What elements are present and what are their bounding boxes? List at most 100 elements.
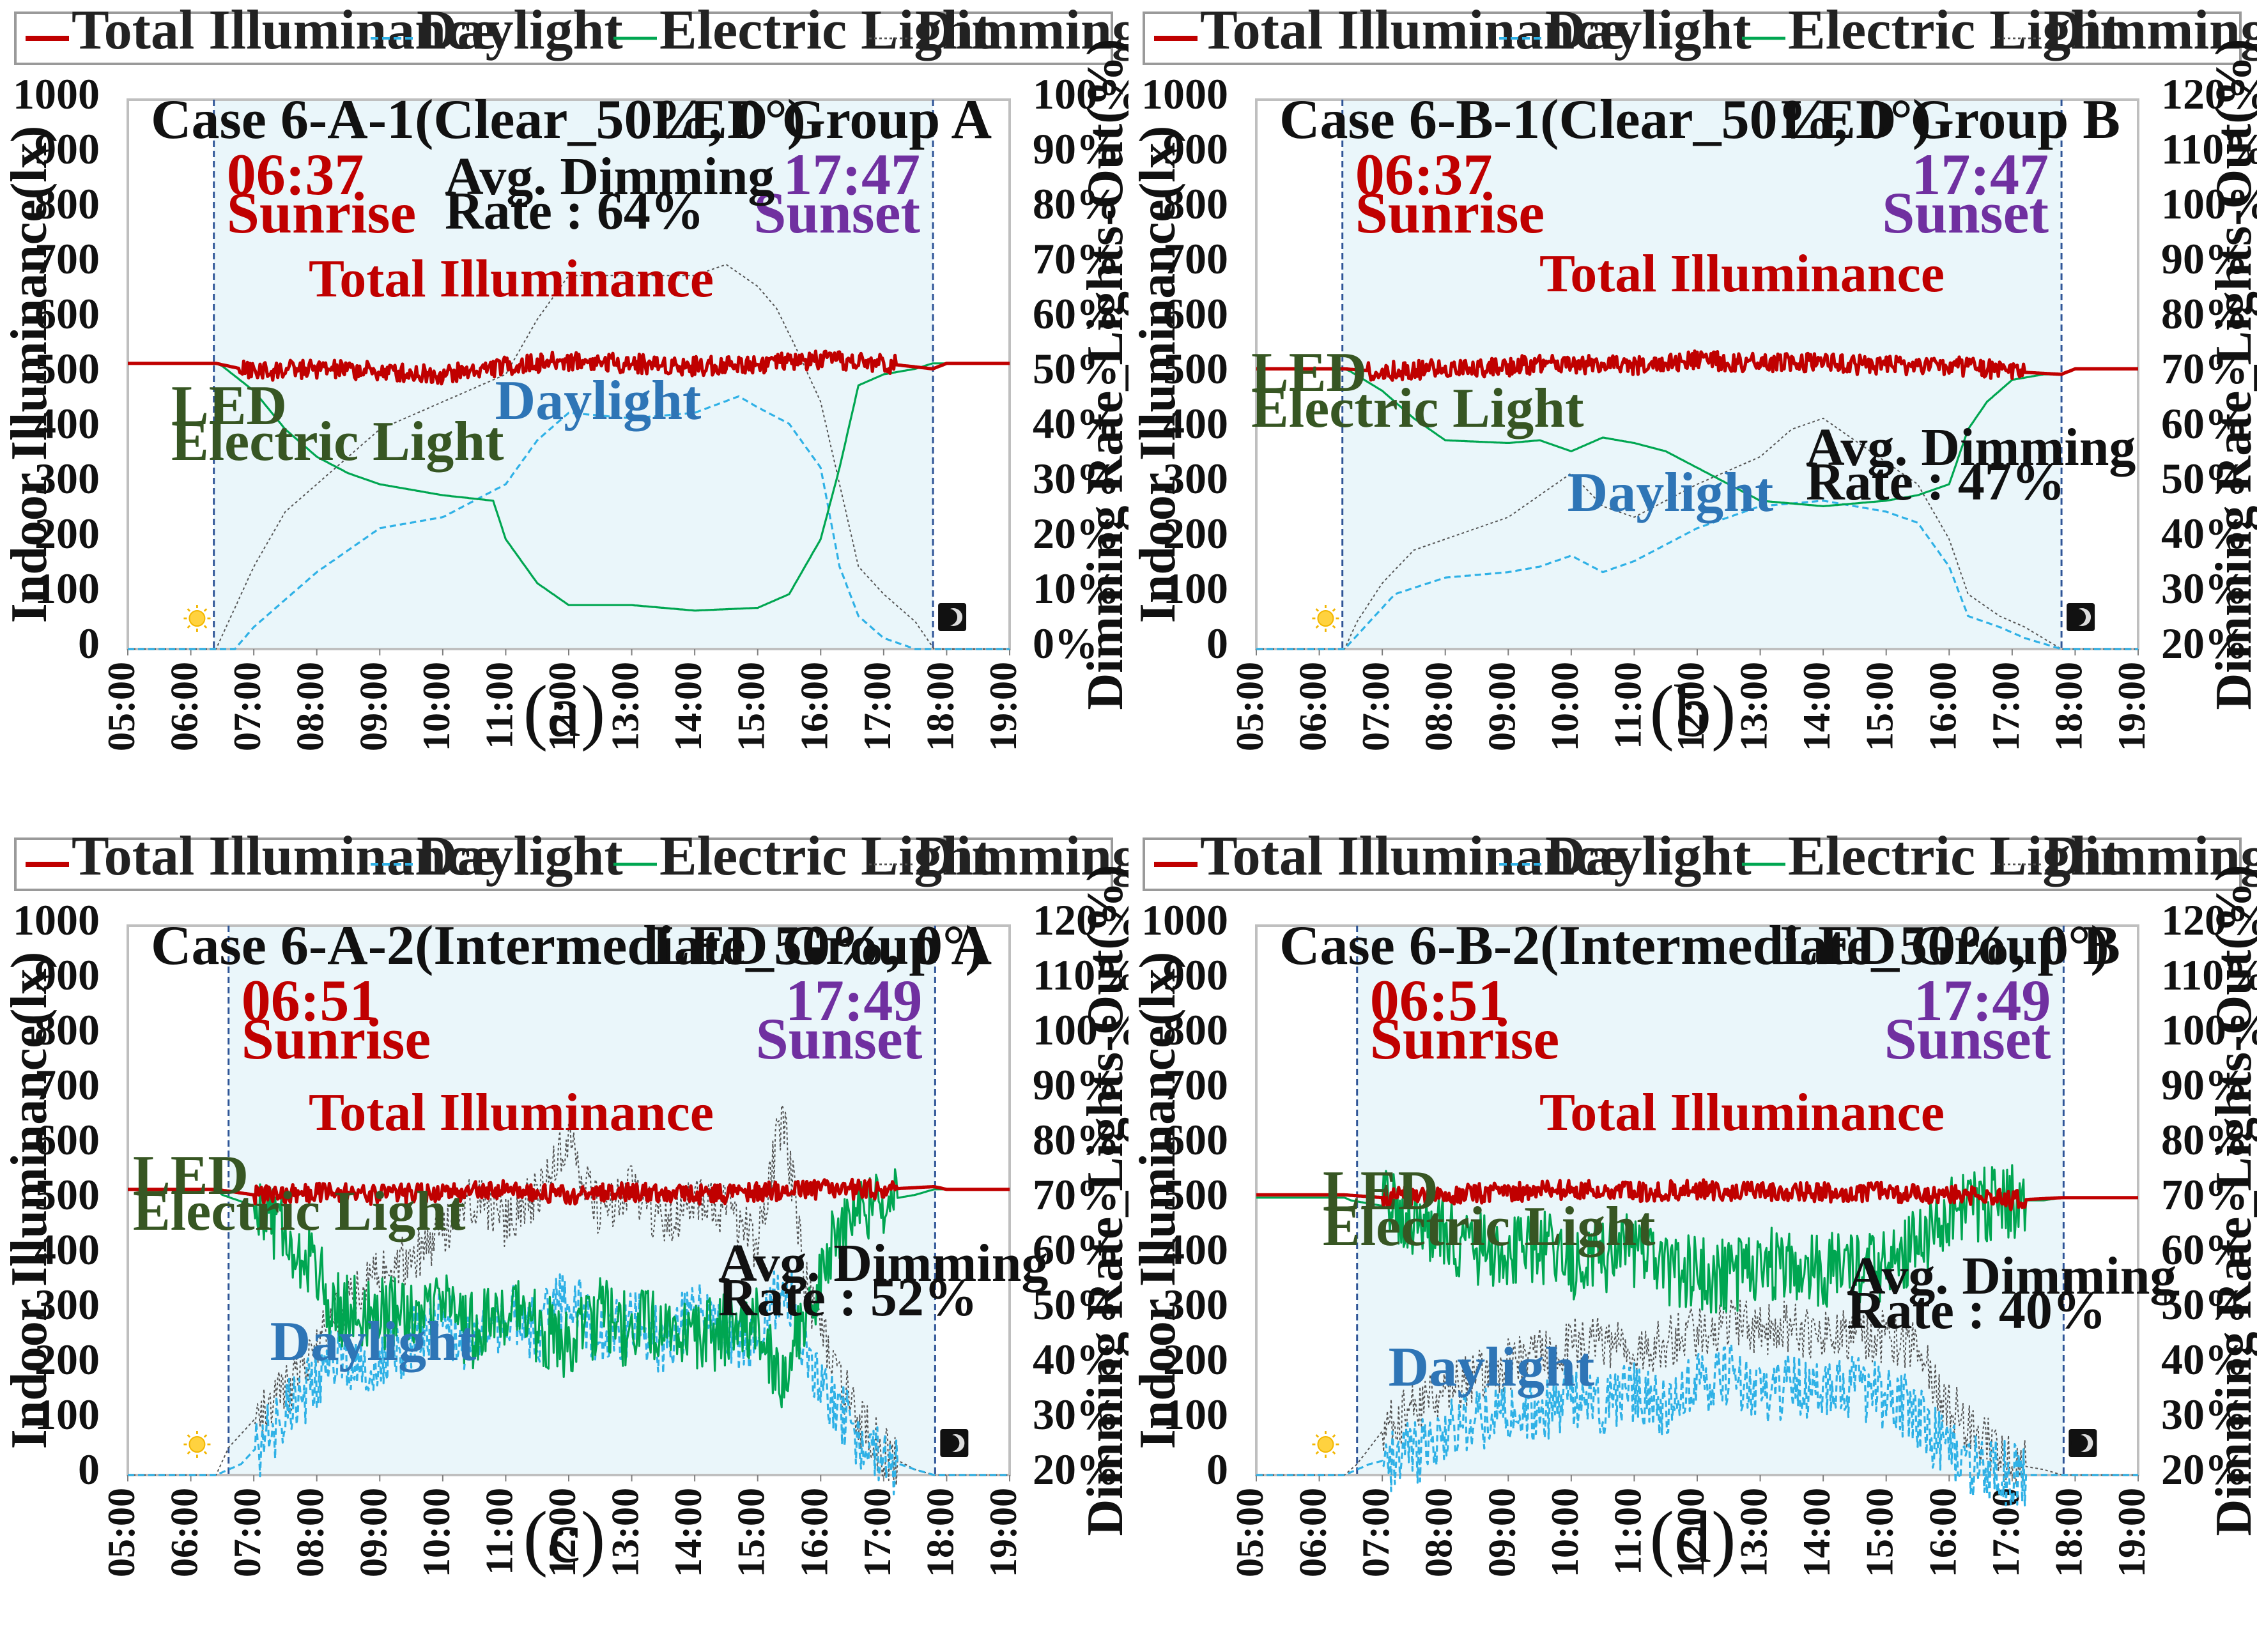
y2-tick-label: 100% [1033,1006,1128,1054]
sunset-time: 17:47 [783,142,920,207]
sun-icon-ray [1332,608,1336,612]
daylight-label: Daylight [1568,462,1774,524]
series-daylight-line [1256,500,2138,650]
x-tick-label: 17:00 [856,662,898,751]
legend-label-4: Dimming Rate [915,0,1128,61]
group-label: LED Group A [652,915,992,977]
x-tick-label: 13:00 [605,1488,647,1577]
sunset-time: 17:49 [1914,968,2051,1033]
x-tick-label: 09:00 [352,662,394,751]
series-dimming-rate-line [1256,417,2138,650]
y-tick-label: 500 [1163,344,1228,393]
sun-icon [1312,1431,1339,1458]
legend-box [1143,11,2242,65]
sunset-label: Sunset [1884,1006,2051,1071]
y-tick-label: 100 [1163,1390,1228,1439]
x-tick-label: 18:00 [2047,1488,2090,1577]
y-tick-label: 300 [1163,454,1228,503]
chart-panel-a: Total Illuminance Daylight Electric Light D… [0,0,1128,826]
y-tick-label: 700 [1163,1060,1228,1109]
y2-tick-label: 70% [1033,1170,1120,1219]
led-label: LED [1251,342,1367,404]
group-label: LED Group A [652,89,992,151]
series-daylight-line [1256,1343,2138,1507]
x-tick-label: 15:00 [730,662,773,751]
daylight-label: Daylight [1389,1336,1595,1398]
chart-panel-b: Total Illuminance Daylight Electric Light D… [1128,0,2257,826]
x-tick-label: 12:00 [1670,1488,1712,1577]
x-tick-label: 09:00 [1481,1488,1523,1577]
y-tick-label: 0 [1206,1445,1228,1494]
x-tick-label: 07:00 [226,662,268,751]
group-label: LED Group B [1781,89,2120,151]
legend-label-1: Total Illuminance [72,826,496,887]
case-title: Case 6-A-1(Clear_50%, 0°) [151,89,806,151]
legend-label-2: Daylight [417,826,623,887]
x-tick-label: 15:00 [1859,662,1901,751]
legend-label-2: Daylight [1545,0,1752,61]
total-illuminance-label: Total Illuminance [309,249,714,309]
x-tick-label: 19:00 [2111,662,2153,751]
panel-caption: (a) [523,671,606,753]
x-tick-label: 16:00 [1922,1488,1964,1577]
group-label: LED Group B [1781,915,2120,977]
y-tick-label: 600 [1163,1115,1228,1164]
x-tick-label: 15:00 [730,1488,773,1577]
series-electric-light-line [1256,367,2138,508]
series-dimming-rate-line [128,1105,1010,1486]
y-tick-label: 600 [1163,289,1228,338]
moon-icon [938,603,967,631]
y2-tick-label: 70% [2161,344,2248,393]
x-tick-label: 14:00 [667,1488,709,1577]
x-tick-label: 05:00 [100,662,143,751]
sunrise-time: 06:51 [242,968,379,1033]
moon-icon-shadow [2071,1435,2088,1451]
sunrise-label: Sunrise [242,1006,431,1071]
legend-label-3: Electric Light [1788,0,2121,61]
sun-icon-ray [187,625,191,629]
y2-tick-label: 80% [1033,1115,1120,1164]
y2-tick-label: 120% [2161,896,2257,944]
y-tick-label: 800 [35,1006,100,1054]
series-electric-light-line [128,362,1010,612]
y2-tick-label: 100% [2161,1006,2257,1054]
case-title: Case 6-B-1(Clear_50%, 0°) [1279,89,1931,151]
y-tick-label: 200 [1163,1335,1228,1384]
y-tick-label: 600 [35,1115,100,1164]
legend-label-4: Dimming Rate [2044,0,2257,61]
y2-tick-label: 50% [2161,454,2248,503]
sunset-time: 17:47 [1911,142,2049,207]
y-tick-label: 200 [35,509,100,558]
y2-tick-label: 100% [2161,180,2257,228]
moon-icon [2067,603,2095,631]
x-tick-label: 17:00 [856,1488,898,1577]
x-tick-label: 10:00 [415,662,458,751]
y2-tick-label: 20% [2161,1445,2248,1494]
x-tick-label: 18:00 [919,662,961,751]
legend-box [14,11,1113,65]
y-tick-label: 1000 [1141,896,1228,944]
y2-tick-label: 60% [1033,289,1120,338]
legend-label-4: Dimming Rate [915,826,1128,887]
y2-tick-label: 80% [2161,289,2248,338]
series-electric-light-line [128,1168,1010,1409]
sun-icon-disc [1317,1436,1334,1453]
x-tick-label: 19:00 [2111,1488,2153,1577]
y-tick-label: 100 [1163,564,1228,613]
sun-icon-ray [187,1434,191,1438]
y-tick-label: 1000 [13,70,100,118]
x-tick-label: 18:00 [2047,662,2090,751]
y2-axis-title: Dimming Rate_Lights-Out(%) [2206,38,2257,710]
sun-icon-ray [1315,608,1320,612]
y2-tick-label: 20% [1033,509,1120,558]
y2-axis-title: Dimming Rate_Lights-Out(%) [2206,864,2257,1536]
x-tick-label: 16:00 [793,1488,835,1577]
sun-icon-ray [1315,1451,1320,1455]
y-axis-title: Indoor Illuminance(lx) [1130,126,1186,623]
x-tick-label: 05:00 [1229,1488,1271,1577]
